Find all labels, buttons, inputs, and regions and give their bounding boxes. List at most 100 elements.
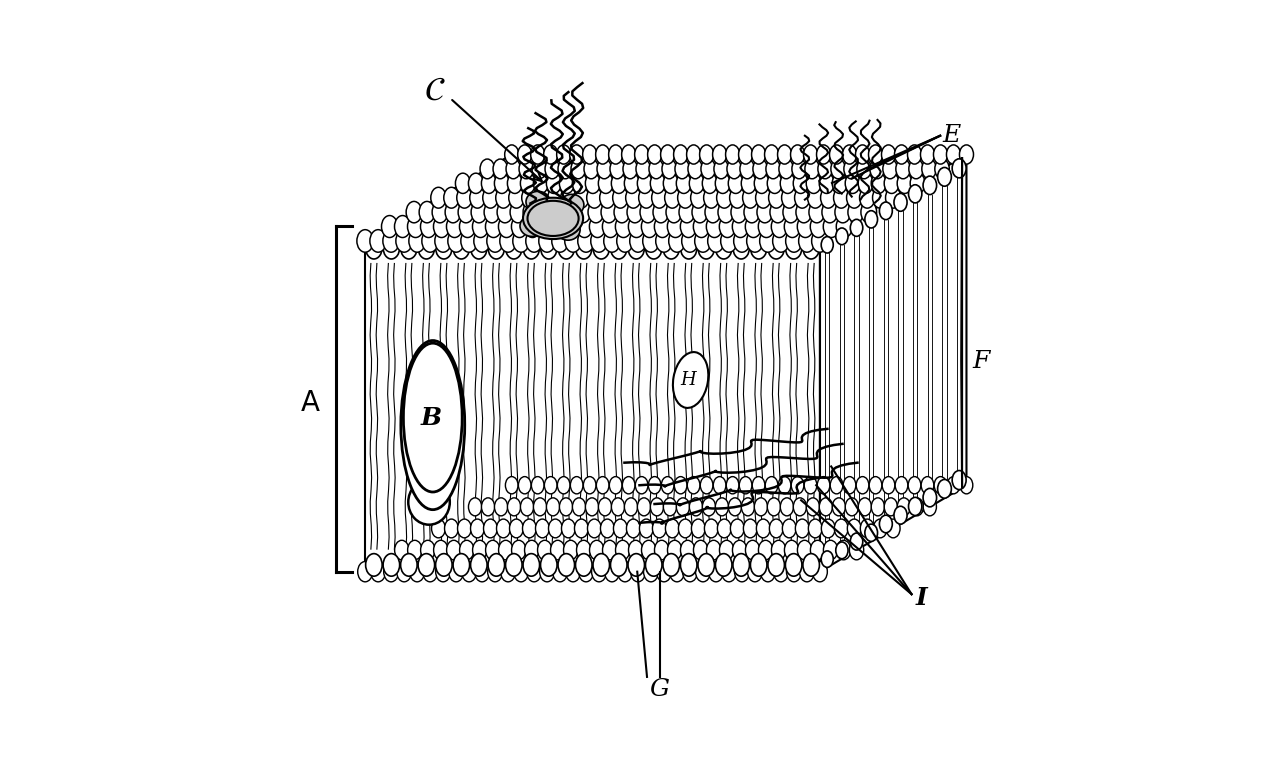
Ellipse shape [742,498,755,516]
Ellipse shape [628,216,645,238]
Ellipse shape [471,519,485,538]
Ellipse shape [531,145,545,164]
Ellipse shape [636,477,648,494]
Ellipse shape [702,498,715,516]
Ellipse shape [847,187,862,208]
Ellipse shape [487,562,503,582]
Ellipse shape [576,236,592,259]
Ellipse shape [808,519,822,538]
Ellipse shape [471,236,487,259]
Ellipse shape [785,553,802,576]
Ellipse shape [500,230,517,252]
Ellipse shape [674,145,688,164]
Ellipse shape [400,236,417,259]
Ellipse shape [545,477,558,494]
Ellipse shape [409,562,425,582]
Ellipse shape [558,477,570,494]
Ellipse shape [843,145,857,164]
Ellipse shape [726,159,742,179]
Ellipse shape [677,498,689,516]
Ellipse shape [798,230,815,252]
Ellipse shape [400,553,417,576]
Ellipse shape [396,230,412,252]
Ellipse shape [472,540,487,560]
Ellipse shape [408,540,422,560]
Ellipse shape [880,515,893,533]
Ellipse shape [820,173,834,194]
Ellipse shape [448,230,464,252]
Ellipse shape [834,187,849,208]
Ellipse shape [634,145,648,164]
Ellipse shape [733,553,749,576]
Ellipse shape [835,201,851,223]
Ellipse shape [422,562,437,582]
Ellipse shape [526,192,550,212]
Ellipse shape [540,562,555,582]
Ellipse shape [703,187,719,208]
Ellipse shape [674,477,687,494]
Ellipse shape [521,173,536,194]
Ellipse shape [553,562,568,582]
Ellipse shape [714,159,729,179]
Ellipse shape [884,173,899,194]
Ellipse shape [382,230,399,252]
Ellipse shape [615,216,632,238]
Ellipse shape [803,553,820,576]
Ellipse shape [616,230,633,252]
Ellipse shape [796,201,812,223]
Ellipse shape [743,187,758,208]
Ellipse shape [961,477,973,494]
Ellipse shape [784,216,801,238]
Ellipse shape [779,159,793,179]
Ellipse shape [783,201,798,223]
Ellipse shape [665,187,680,208]
Ellipse shape [384,236,399,259]
Ellipse shape [851,220,863,236]
Ellipse shape [706,216,723,238]
Ellipse shape [793,173,808,194]
Ellipse shape [431,187,446,208]
Ellipse shape [518,145,532,164]
Ellipse shape [755,173,769,194]
Ellipse shape [894,145,908,164]
Ellipse shape [640,201,656,223]
Ellipse shape [655,540,669,560]
Ellipse shape [656,562,671,582]
Ellipse shape [583,145,597,164]
Ellipse shape [498,201,513,223]
Ellipse shape [434,540,448,560]
Ellipse shape [836,216,852,238]
Ellipse shape [702,173,718,194]
Ellipse shape [755,498,767,516]
Ellipse shape [822,201,838,223]
Ellipse shape [627,201,643,223]
Ellipse shape [709,562,724,582]
Ellipse shape [680,216,697,238]
Ellipse shape [874,519,888,538]
Ellipse shape [505,236,522,259]
Ellipse shape [408,216,423,238]
Ellipse shape [680,553,697,576]
Ellipse shape [487,230,504,252]
Ellipse shape [669,230,686,252]
Ellipse shape [624,173,640,194]
Ellipse shape [746,216,761,238]
Ellipse shape [565,562,581,582]
Ellipse shape [871,498,885,516]
Ellipse shape [544,145,558,164]
Ellipse shape [817,159,833,179]
Ellipse shape [558,553,574,576]
Ellipse shape [880,202,893,220]
Ellipse shape [628,236,645,259]
Ellipse shape [458,519,471,538]
Ellipse shape [605,562,619,582]
Ellipse shape [538,230,555,252]
Ellipse shape [556,145,570,164]
Ellipse shape [872,187,888,208]
Ellipse shape [921,145,935,164]
Ellipse shape [733,236,749,259]
Ellipse shape [574,187,590,208]
Ellipse shape [455,173,471,194]
Ellipse shape [518,477,531,494]
Ellipse shape [577,216,592,238]
